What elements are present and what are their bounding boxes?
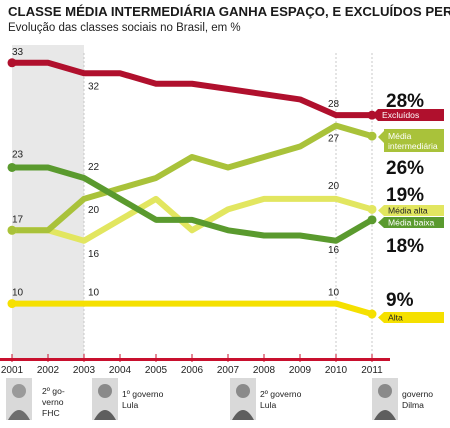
point-label-alta-2001: 10 xyxy=(12,288,24,299)
x-tick-label-2007: 2007 xyxy=(217,365,240,376)
x-axis-bar xyxy=(0,358,390,361)
legend-label-intermediaria-2: intermediária xyxy=(388,141,438,151)
series-line-alta xyxy=(12,300,373,317)
series-start-dot-media-baixa xyxy=(7,162,17,172)
x-axis: 2001 2002 2003 2004 2005 2006 2007 2008 2009 2010… xyxy=(0,354,390,376)
series-start-dot-media-intermediaria xyxy=(7,225,17,235)
legend-tag-intermediaria: Média intermediária xyxy=(378,129,444,152)
point-label-excluidos-2010: 28 xyxy=(328,99,340,110)
final-pct-media-baixa: 18% xyxy=(386,236,424,257)
shaded-period xyxy=(12,45,84,358)
x-tick-label-2010: 2010 xyxy=(325,365,348,376)
series-line-excluidos xyxy=(12,59,372,119)
chart-title: CLASSE MÉDIA INTERMEDIÁRIA GANHA ESPAÇO,… xyxy=(8,4,450,19)
point-label-media-intermediaria-2010: 27 xyxy=(328,134,340,145)
final-pct-intermediaria: 26% xyxy=(386,158,424,179)
series-start-dot-alta xyxy=(7,299,17,309)
gov-lula1-line2: Lula xyxy=(122,400,138,410)
point-label-excluidos-2001: 33 xyxy=(12,47,24,58)
series-line-media-alta xyxy=(12,195,373,244)
point-label-media-alta-2003: 16 xyxy=(88,249,100,260)
x-tick-label-2002: 2002 xyxy=(37,365,60,376)
x-tick-label-2006: 2006 xyxy=(181,365,204,376)
legend-label-media-baixa: Média baixa xyxy=(388,218,435,228)
series-end-dot-media-baixa xyxy=(367,215,377,225)
x-tick-label-2004: 2004 xyxy=(109,365,132,376)
series-lines xyxy=(12,59,374,317)
series-line-media-baixa xyxy=(12,164,374,244)
legend-label-media-alta: Média alta xyxy=(388,206,428,216)
point-label-media-baixa-2003: 22 xyxy=(88,162,100,173)
gov-fhc-line3: FHC xyxy=(42,408,60,418)
portrait-fhc-icon xyxy=(6,378,32,420)
legend-label-intermediaria-1: Média xyxy=(388,131,412,141)
gov-dilma-line1: governo xyxy=(402,389,433,399)
legend-tag-media-alta: Média alta xyxy=(378,205,444,216)
legend-tag-media-baixa: Média baixa xyxy=(378,217,444,228)
point-label-media-intermediaria-2003: 20 xyxy=(88,205,100,216)
gov-fhc-line1: 2º go- xyxy=(42,386,65,396)
point-label-excluidos-2003: 32 xyxy=(88,81,100,92)
x-tick-label-2009: 2009 xyxy=(289,365,312,376)
x-tick-label-2008: 2008 xyxy=(253,365,276,376)
x-tick-label-2001: 2001 xyxy=(1,365,24,376)
portrait-lula-1-icon xyxy=(92,378,118,420)
gov-lula2-line1: 2º governo xyxy=(260,389,302,399)
chart-subtitle: Evolução das classes sociais no Brasil, … xyxy=(8,22,241,34)
portrait-lula-2-icon xyxy=(230,378,256,420)
series-end-dot-media-intermediaria xyxy=(367,131,377,141)
legend-label-alta: Alta xyxy=(388,313,403,323)
series-start-dot-excluidos xyxy=(7,58,17,68)
point-label-media-intermediaria-2001: 17 xyxy=(12,214,24,225)
legend-tag-alta: Alta xyxy=(378,312,444,323)
portrait-dilma-icon xyxy=(372,378,398,420)
gov-fhc-line2: verno xyxy=(42,397,64,407)
final-pct-alta: 9% xyxy=(386,290,414,311)
series-line-media-intermediaria xyxy=(12,122,373,234)
series-end-dot-media-alta xyxy=(367,204,377,214)
x-tick-label-2003: 2003 xyxy=(73,365,96,376)
final-pct-excluidos: 28% xyxy=(386,91,424,112)
x-tick-label-2005: 2005 xyxy=(145,365,168,376)
point-label-media-baixa-2001: 23 xyxy=(12,149,24,160)
legend-label-excluidos: Excluídos xyxy=(382,110,419,120)
gov-dilma-line2: Dilma xyxy=(402,400,424,410)
point-label-alta-2003: 10 xyxy=(88,288,100,299)
point-label-alta-2010: 10 xyxy=(328,288,340,299)
series-end-dot-alta xyxy=(367,309,377,319)
x-tick-label-2011: 2011 xyxy=(361,365,383,376)
gov-lula2-line2: Lula xyxy=(260,400,276,410)
final-pct-media-alta: 19% xyxy=(386,185,424,206)
point-label-media-alta-2010: 20 xyxy=(328,181,340,192)
point-label-media-baixa-2010: 16 xyxy=(328,245,340,256)
point-labels: 33 32 28 17 20 27 16 20 23 22 16 10 10 10 xyxy=(12,47,340,299)
legend-tag-excluidos: Excluídos xyxy=(372,109,444,121)
government-labels: 2º go- verno FHC 1º governo Lula 2º gove… xyxy=(6,378,433,420)
gov-lula1-line1: 1º governo xyxy=(122,389,164,399)
